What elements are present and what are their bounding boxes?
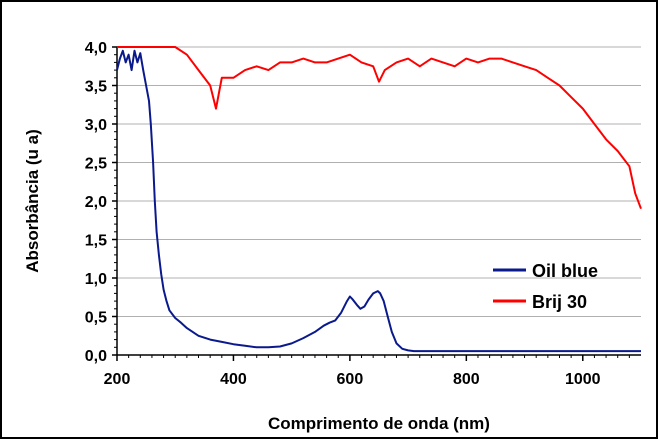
x-axis-title: Comprimento de onda (nm) bbox=[268, 414, 490, 433]
y-axis-title: Absorbância (u a) bbox=[23, 129, 42, 273]
y-tick-label-1: 0,5 bbox=[85, 310, 107, 327]
y-tick-label-5: 2,5 bbox=[85, 156, 107, 173]
x-tick-label-2: 600 bbox=[337, 371, 364, 388]
y-tick-label-7: 3,5 bbox=[85, 79, 107, 96]
x-tick-label-1: 400 bbox=[220, 371, 247, 388]
y-tick-label-3: 1,5 bbox=[85, 233, 107, 250]
x-tick-label-0: 200 bbox=[104, 371, 131, 388]
x-tick-label-3: 800 bbox=[453, 371, 480, 388]
series-line-0 bbox=[116, 49, 641, 353]
x-tick-label-4: 1000 bbox=[565, 371, 601, 388]
y-tick-label-4: 2,0 bbox=[85, 194, 107, 211]
legend-label-1: Brij 30 bbox=[532, 292, 587, 312]
y-tick-label-6: 3,0 bbox=[85, 117, 107, 134]
series-line-1 bbox=[117, 46, 642, 210]
y-tick-label-8: 4,0 bbox=[85, 40, 107, 57]
y-tick-label-0: 0,0 bbox=[85, 348, 107, 365]
legend-label-0: Oil blue bbox=[532, 261, 598, 281]
y-tick-label-2: 1,0 bbox=[85, 271, 107, 288]
